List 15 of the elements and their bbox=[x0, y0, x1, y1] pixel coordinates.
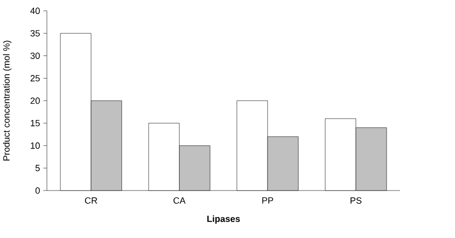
x-tick-label: CR bbox=[85, 198, 98, 204]
y-axis-title: Product concentration (mol %) bbox=[3, 41, 12, 161]
x-tick-label: CA bbox=[174, 198, 186, 204]
x-tick-label: PP bbox=[262, 198, 274, 204]
y-tick-label: 5 bbox=[36, 165, 40, 172]
y-tick-label: 40 bbox=[30, 8, 40, 14]
y-tick-label: 25 bbox=[30, 75, 40, 82]
y-tick-label: 30 bbox=[30, 52, 40, 60]
y-tick-label: 15 bbox=[30, 120, 40, 127]
y-tick-label: 10 bbox=[30, 142, 40, 150]
x-axis-title: Lipases bbox=[207, 216, 240, 224]
y-tick-label: 35 bbox=[30, 30, 40, 37]
y-tick-label: 0 bbox=[35, 188, 40, 194]
y-tick-label: 20 bbox=[30, 98, 40, 104]
x-tick-label: PS bbox=[350, 198, 362, 204]
